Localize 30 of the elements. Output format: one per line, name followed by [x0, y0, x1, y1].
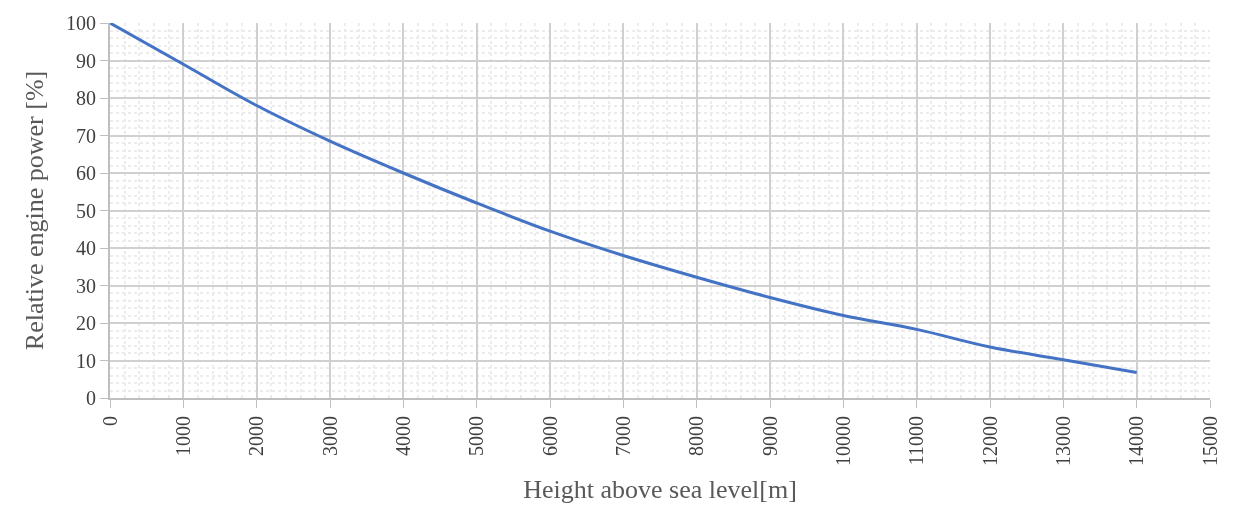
y-tick-label: 90: [76, 49, 96, 72]
y-axis-title: Relative engine power [%]: [19, 70, 49, 351]
y-tick-label: 60: [76, 162, 96, 184]
x-tick-label: 14000: [1125, 416, 1148, 466]
y-tick-label: 0: [86, 387, 96, 409]
y-tick-label: 50: [76, 199, 96, 222]
y-tick-label: 20: [76, 312, 96, 334]
x-tick-label: 9000: [758, 416, 781, 456]
x-tick-label: 10000: [831, 416, 854, 466]
x-tick-label: 6000: [538, 416, 561, 456]
line-series: [110, 23, 1139, 374]
x-tick-label: 13000: [1051, 416, 1074, 466]
y-tick-label: 10: [76, 349, 96, 372]
x-tick-label: 4000: [391, 416, 414, 456]
x-tick-label: 1000: [171, 416, 194, 456]
x-tick-label: 11000: [905, 416, 928, 466]
x-tick-label: 12000: [978, 416, 1001, 466]
x-tick-label: 8000: [685, 416, 708, 456]
x-tick-label: 0: [98, 416, 121, 426]
y-tick-label: 40: [76, 237, 96, 259]
x-axis-title: Height above sea level[m]: [523, 475, 797, 505]
x-tick-label: 15000: [1198, 416, 1221, 466]
x-tick-label: 7000: [611, 416, 634, 456]
y-tick-label: 100: [66, 12, 96, 34]
x-tick-label: 2000: [245, 416, 268, 456]
x-tick-label: 3000: [318, 416, 341, 456]
y-tick-label: 30: [76, 274, 96, 297]
y-tick-label: 70: [76, 124, 96, 147]
y-tick-label: 80: [76, 87, 96, 109]
x-tick-label: 5000: [465, 416, 488, 456]
